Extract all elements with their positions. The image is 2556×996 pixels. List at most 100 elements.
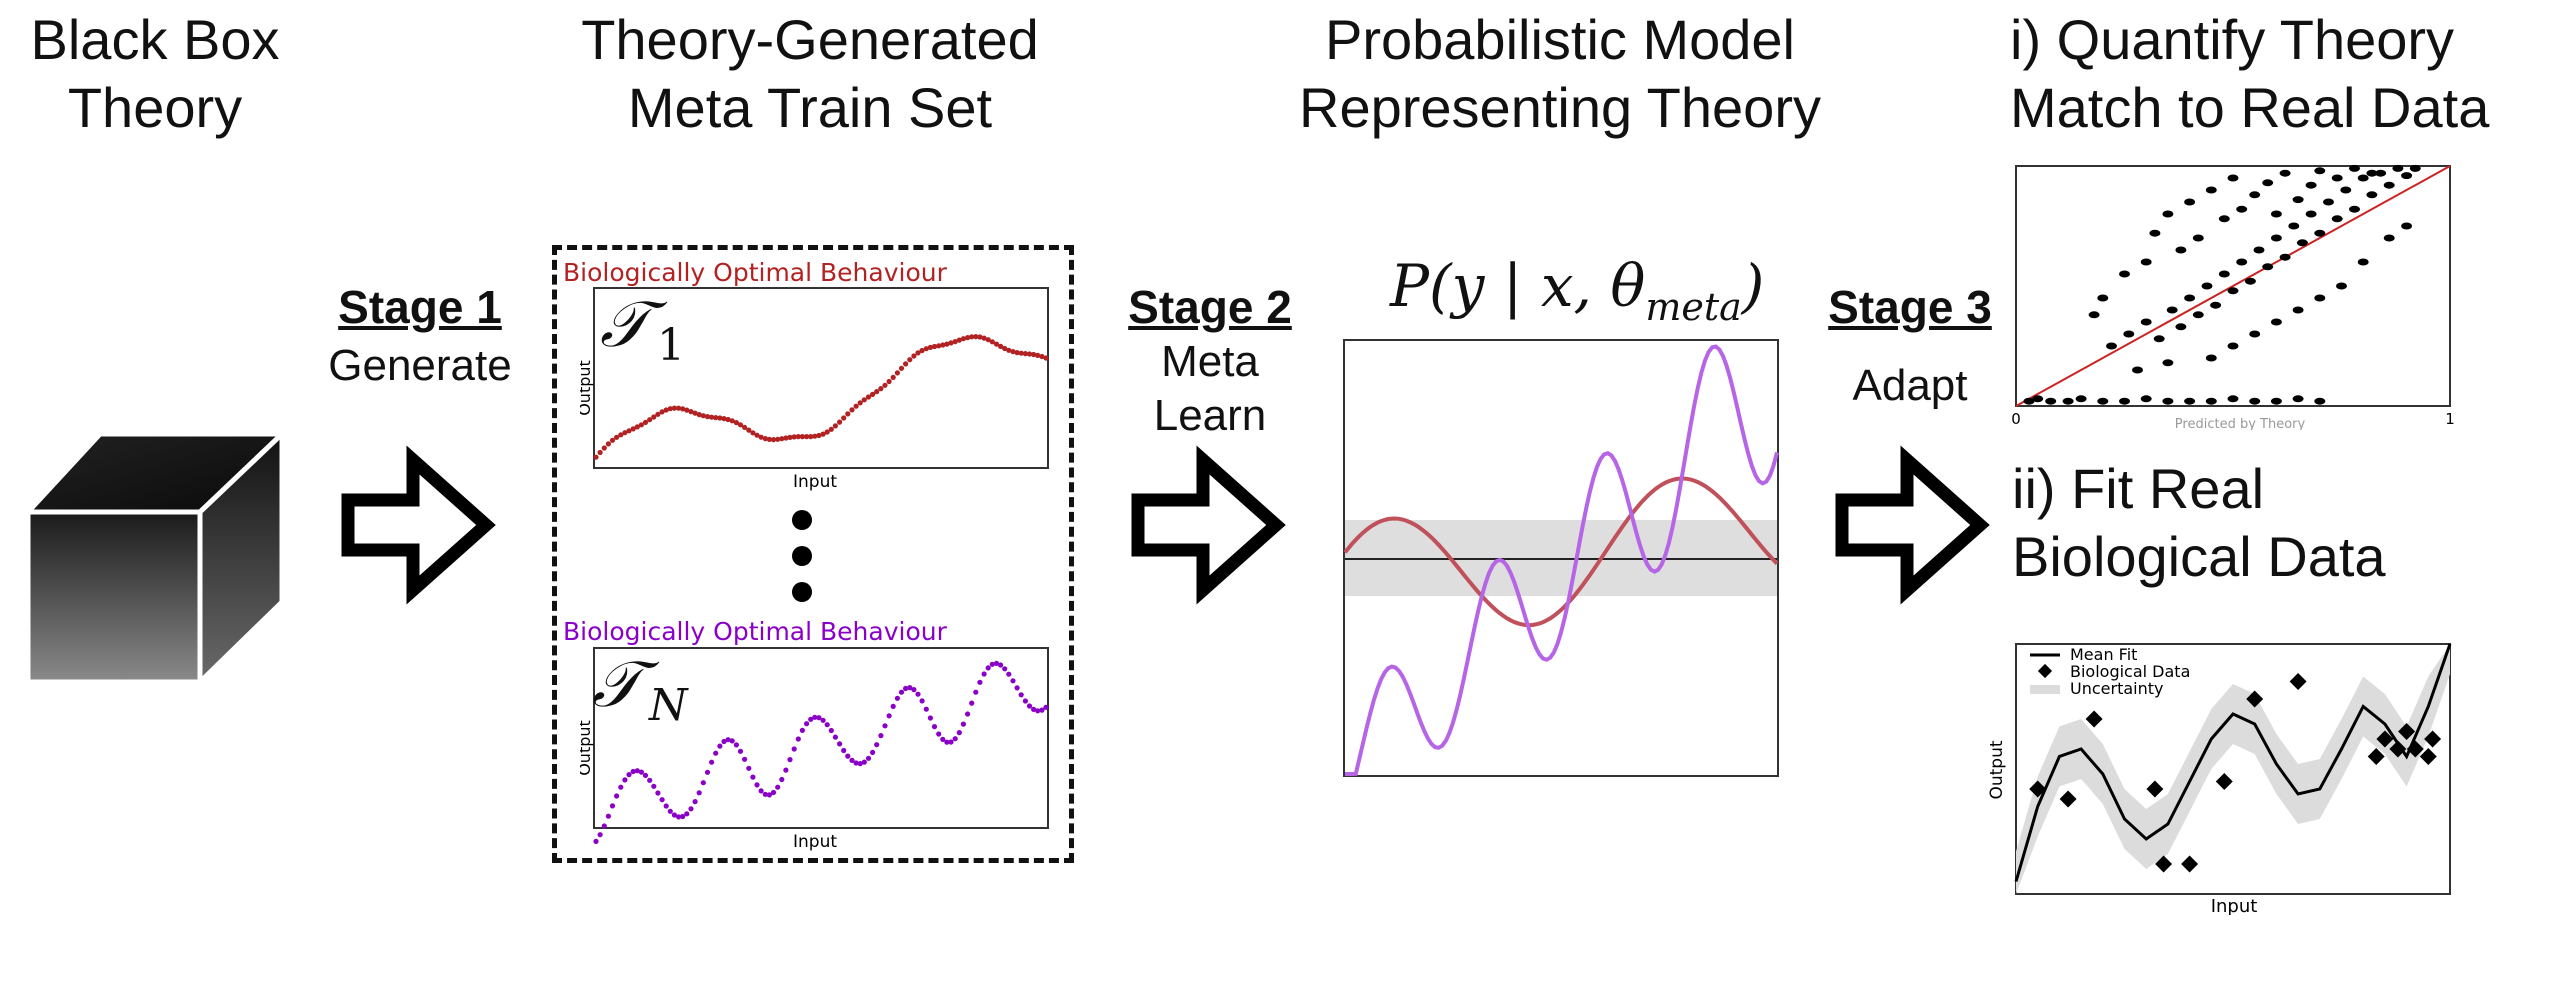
taskN-sample-point	[659, 797, 665, 803]
taskN-sample-point	[692, 799, 698, 805]
task1-sample-point	[919, 347, 925, 354]
scatter-point	[2201, 282, 2213, 290]
task1-sample-point	[770, 437, 777, 443]
taskN-sample-point	[886, 713, 892, 719]
task1-sample-point	[1006, 347, 1012, 353]
taskN-sample-point	[931, 724, 938, 730]
task1-sample-point	[1014, 350, 1020, 356]
task1-sample-point	[779, 436, 785, 442]
stage2-title: Stage 2	[1128, 281, 1292, 333]
task1-sample-point	[1018, 350, 1024, 356]
task1-sample-point	[973, 334, 979, 340]
taskN-sample-point	[816, 715, 822, 721]
taskN-sample-point	[651, 783, 657, 789]
quantify-heading-line2: Match to Real Data	[2010, 76, 2490, 139]
biological-data-point	[2029, 780, 2047, 798]
meta-train-heading: Theory-Generated Meta Train Set	[540, 6, 1080, 142]
scatter-point	[2097, 397, 2109, 405]
scatter-point	[2227, 287, 2239, 295]
scatter-point	[2218, 270, 2230, 278]
fit-heading: ii) Fit Real Biological Data	[2012, 455, 2512, 591]
taskN-sample-point	[622, 777, 628, 783]
fit-uncertainty-band	[2016, 644, 2450, 894]
prob-model-heading-line2: Representing Theory	[1299, 76, 1821, 139]
taskN-sample-point	[614, 793, 620, 799]
fit-heading-line2: Biological Data	[2012, 525, 2386, 588]
task1-sample-point	[746, 427, 752, 433]
task1-sample-point	[630, 426, 636, 432]
task1-sample-point	[898, 365, 905, 371]
task1-sample-point	[791, 434, 797, 440]
fit-frame	[2015, 643, 2451, 895]
taskN-title: Biologically Optimal Behaviour	[563, 617, 947, 646]
biological-data-point	[2424, 730, 2442, 748]
task1-sample-point	[882, 382, 888, 388]
task1-sample-point	[998, 343, 1004, 349]
task1-sample-point	[733, 420, 739, 426]
taskN-sample-point	[779, 776, 785, 783]
task1-sample-point	[915, 350, 921, 356]
task1-sample-point	[692, 410, 698, 416]
taskN-sample-point	[642, 772, 649, 778]
stage2-arrow-icon	[1131, 445, 1286, 605]
task1-sample-point	[1043, 355, 1049, 361]
stage3-sub: Adapt	[1852, 361, 1968, 410]
task1-sample-point	[903, 361, 909, 367]
taskN-sample-point	[667, 808, 673, 814]
scatter-point	[2045, 397, 2057, 405]
taskN-sample-point	[861, 759, 867, 765]
task1-sample-point	[841, 415, 847, 421]
scatter-frame	[2015, 165, 2451, 407]
taskN-sample-point	[820, 717, 826, 723]
taskN-sample-point	[787, 757, 793, 763]
fit-xlabel: Input	[2211, 896, 2258, 915]
taskN-sample-point	[775, 784, 781, 790]
biological-data-point	[2398, 723, 2416, 740]
task1-sample-point	[696, 412, 702, 418]
scatter-point	[2140, 318, 2152, 326]
scatter-point	[2314, 397, 2326, 405]
scatter-point	[2184, 294, 2196, 302]
taskN-sample-point	[1043, 704, 1049, 710]
task1-sample-point	[795, 434, 801, 440]
taskN-plot: Output Input	[580, 647, 1049, 852]
biological-data-point	[2146, 780, 2164, 798]
taskN-sample-point	[709, 759, 715, 765]
scatter-xtick-max: 1	[2445, 410, 2455, 428]
scatter-point	[2218, 215, 2230, 223]
taskN-subscript: N	[649, 680, 688, 731]
taskN-sample-point	[791, 746, 797, 752]
task1-sample-point	[993, 341, 1000, 347]
task1-sample-point	[1002, 345, 1008, 352]
taskN-plot-frame	[593, 647, 1049, 829]
scatter-point	[2357, 174, 2369, 182]
scatter-point	[2314, 294, 2326, 302]
task1-title: Biologically Optimal Behaviour	[563, 258, 947, 287]
taskN-sample-point	[737, 748, 744, 754]
task1-sample-point	[849, 407, 855, 413]
taskN-sample-point	[680, 813, 686, 820]
task1-sample-point	[977, 334, 983, 340]
black-box-heading-line1: Black Box	[30, 8, 280, 71]
taskN-sample-point	[808, 716, 814, 722]
task1-sample-point	[923, 346, 929, 352]
task1-sample-point	[832, 423, 838, 429]
quantify-scatter-plot: 0 1 Predicted by Theory	[2011, 164, 2455, 430]
task1-sample-point	[651, 414, 657, 420]
task1-sample-point	[981, 335, 987, 341]
task1-sample-point	[799, 434, 805, 440]
model-sample-curve-1	[1343, 476, 1779, 628]
task1-sample-point	[609, 437, 616, 443]
task1-sample-point	[622, 430, 628, 436]
model-formula-main: P(y | x, θ	[1390, 252, 1646, 320]
taskN-sample-point	[923, 706, 929, 712]
taskN-sample-point	[758, 788, 764, 794]
taskN-sample-point	[956, 730, 962, 736]
task1-sample-point	[626, 428, 632, 434]
taskN-sample-point	[634, 768, 640, 774]
task1-sample-point	[713, 415, 719, 421]
taskN-sample-point	[915, 691, 921, 697]
task1-sample-point	[911, 353, 917, 359]
scatter-point	[2032, 395, 2044, 403]
